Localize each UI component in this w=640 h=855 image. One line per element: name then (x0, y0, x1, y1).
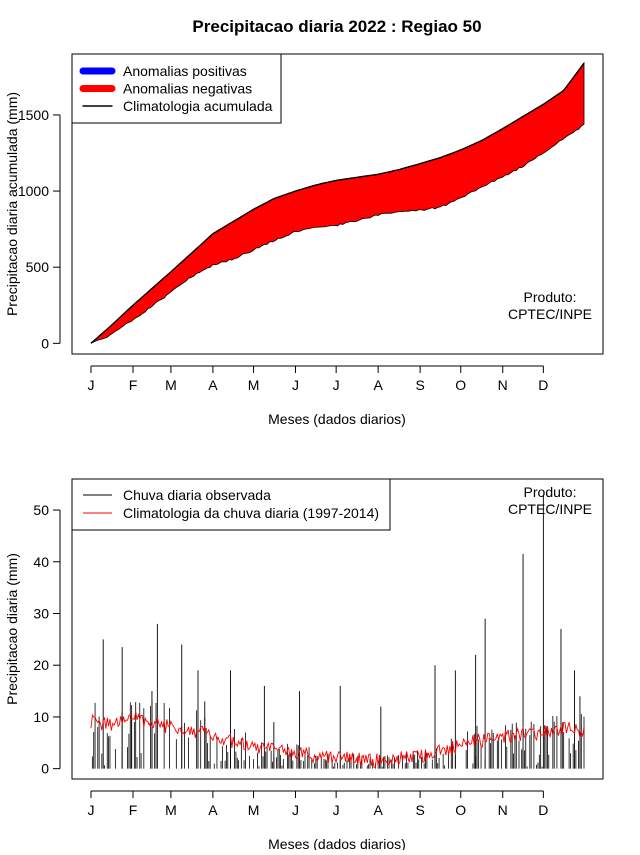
chart-title: Precipitacao diaria 2022 : Regiao 50 (192, 17, 481, 36)
legend-box (71, 478, 391, 531)
y-axis-label: Precipitacao diaria acumulada (mm) (4, 92, 20, 316)
credit-line-1: Produto: (524, 484, 577, 500)
legend-label: Climatologia da chuva diaria (1997-2014) (123, 505, 379, 521)
y-tick-label: 30 (33, 605, 49, 621)
x-tick-label: A (373, 377, 383, 393)
x-tick-label: N (498, 802, 508, 818)
y-tick-label: 1500 (18, 107, 49, 123)
x-tick-label: A (208, 377, 218, 393)
x-tick-label: M (165, 377, 177, 393)
y-tick-label: 1000 (18, 183, 49, 199)
y-tick-label: 0 (41, 761, 49, 777)
legend-label: Anomalias negativas (123, 81, 252, 97)
x-tick-label: J (333, 377, 340, 393)
y-tick-label: 0 (41, 335, 49, 351)
x-tick-label: N (498, 377, 508, 393)
x-tick-label: F (129, 802, 138, 818)
x-tick-label: S (415, 802, 424, 818)
x-tick-label: A (208, 802, 218, 818)
y-axis-label: Precipitacao diaria (mm) (4, 553, 20, 705)
x-axis-label: Meses (dados diarios) (268, 411, 406, 427)
legend-label: Chuva diaria observada (123, 487, 271, 503)
x-tick-label: D (538, 802, 548, 818)
plot-frame (71, 53, 604, 355)
legend-label: Climatologia acumulada (123, 98, 273, 114)
x-tick-label: S (415, 377, 424, 393)
climatology-daily-line (90, 711, 585, 768)
y-tick-label: 20 (33, 657, 49, 673)
credit-line-1: Produto: (524, 289, 577, 305)
y-tick-label: 10 (33, 709, 49, 725)
x-tick-label: M (248, 802, 260, 818)
x-tick-label: M (248, 377, 260, 393)
y-tick-label: 500 (26, 259, 50, 275)
credit-line-2: CPTEC/INPE (508, 501, 592, 517)
x-tick-label: D (538, 377, 548, 393)
x-tick-label: J (292, 802, 299, 818)
climatology-cumulative-line (90, 62, 585, 344)
x-axis-label: Meses (dados diarios) (268, 836, 406, 850)
legend: Chuva diaria observada Climatologia da ch… (71, 478, 391, 531)
x-tick-label: O (455, 802, 466, 818)
y-tick-label: 40 (33, 554, 49, 570)
x-tick-label: A (373, 802, 383, 818)
x-tick-label: J (292, 377, 299, 393)
x-tick-label: J (333, 802, 340, 818)
x-tick-label: F (129, 377, 138, 393)
cumulative-panel: J F M A M J J A S O N D Meses (dados diarios) 0 500 100… (4, 53, 604, 427)
x-tick-label: J (88, 802, 95, 818)
daily-panel: J F M A M J J A S O N D Meses (dados diarios) 0 10 20 30… (4, 478, 604, 852)
y-tick-label: 50 (33, 502, 49, 518)
x-tick-label: M (165, 802, 177, 818)
x-tick-label: J (88, 377, 95, 393)
legend: Anomalias positivas Anomalias negativasCl… (71, 53, 282, 124)
x-tick-label: O (455, 377, 466, 393)
credit-line-2: CPTEC/INPE (508, 306, 592, 322)
legend-label: Anomalias positivas (123, 63, 247, 79)
